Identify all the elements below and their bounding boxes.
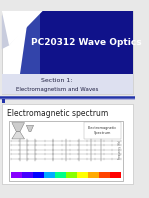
Text: PC20312 Wave Optics: PC20312 Wave Optics xyxy=(31,38,142,47)
FancyBboxPatch shape xyxy=(44,172,55,178)
FancyBboxPatch shape xyxy=(2,11,134,94)
Polygon shape xyxy=(12,132,24,139)
FancyBboxPatch shape xyxy=(2,99,6,103)
FancyBboxPatch shape xyxy=(77,172,88,178)
FancyBboxPatch shape xyxy=(84,122,121,139)
FancyBboxPatch shape xyxy=(99,172,110,178)
Polygon shape xyxy=(2,11,38,49)
FancyBboxPatch shape xyxy=(66,172,77,178)
FancyBboxPatch shape xyxy=(11,172,22,178)
Polygon shape xyxy=(2,11,43,46)
FancyBboxPatch shape xyxy=(33,172,44,178)
Text: Frequency (Hz): Frequency (Hz) xyxy=(118,140,122,159)
FancyBboxPatch shape xyxy=(2,74,134,94)
Polygon shape xyxy=(12,123,24,132)
FancyBboxPatch shape xyxy=(40,11,134,74)
Polygon shape xyxy=(20,11,40,74)
FancyBboxPatch shape xyxy=(2,105,134,184)
FancyBboxPatch shape xyxy=(55,172,66,178)
FancyBboxPatch shape xyxy=(9,121,122,181)
FancyBboxPatch shape xyxy=(22,172,33,178)
Text: Electromagnetic spectrum: Electromagnetic spectrum xyxy=(7,109,108,118)
Polygon shape xyxy=(26,125,34,132)
Text: Electromagnetism and Waves: Electromagnetism and Waves xyxy=(16,87,98,91)
FancyBboxPatch shape xyxy=(110,172,121,178)
FancyBboxPatch shape xyxy=(88,172,99,178)
Text: Electromagnetic
Spectrum: Electromagnetic Spectrum xyxy=(88,126,117,135)
Text: Section 1:: Section 1: xyxy=(41,78,73,83)
